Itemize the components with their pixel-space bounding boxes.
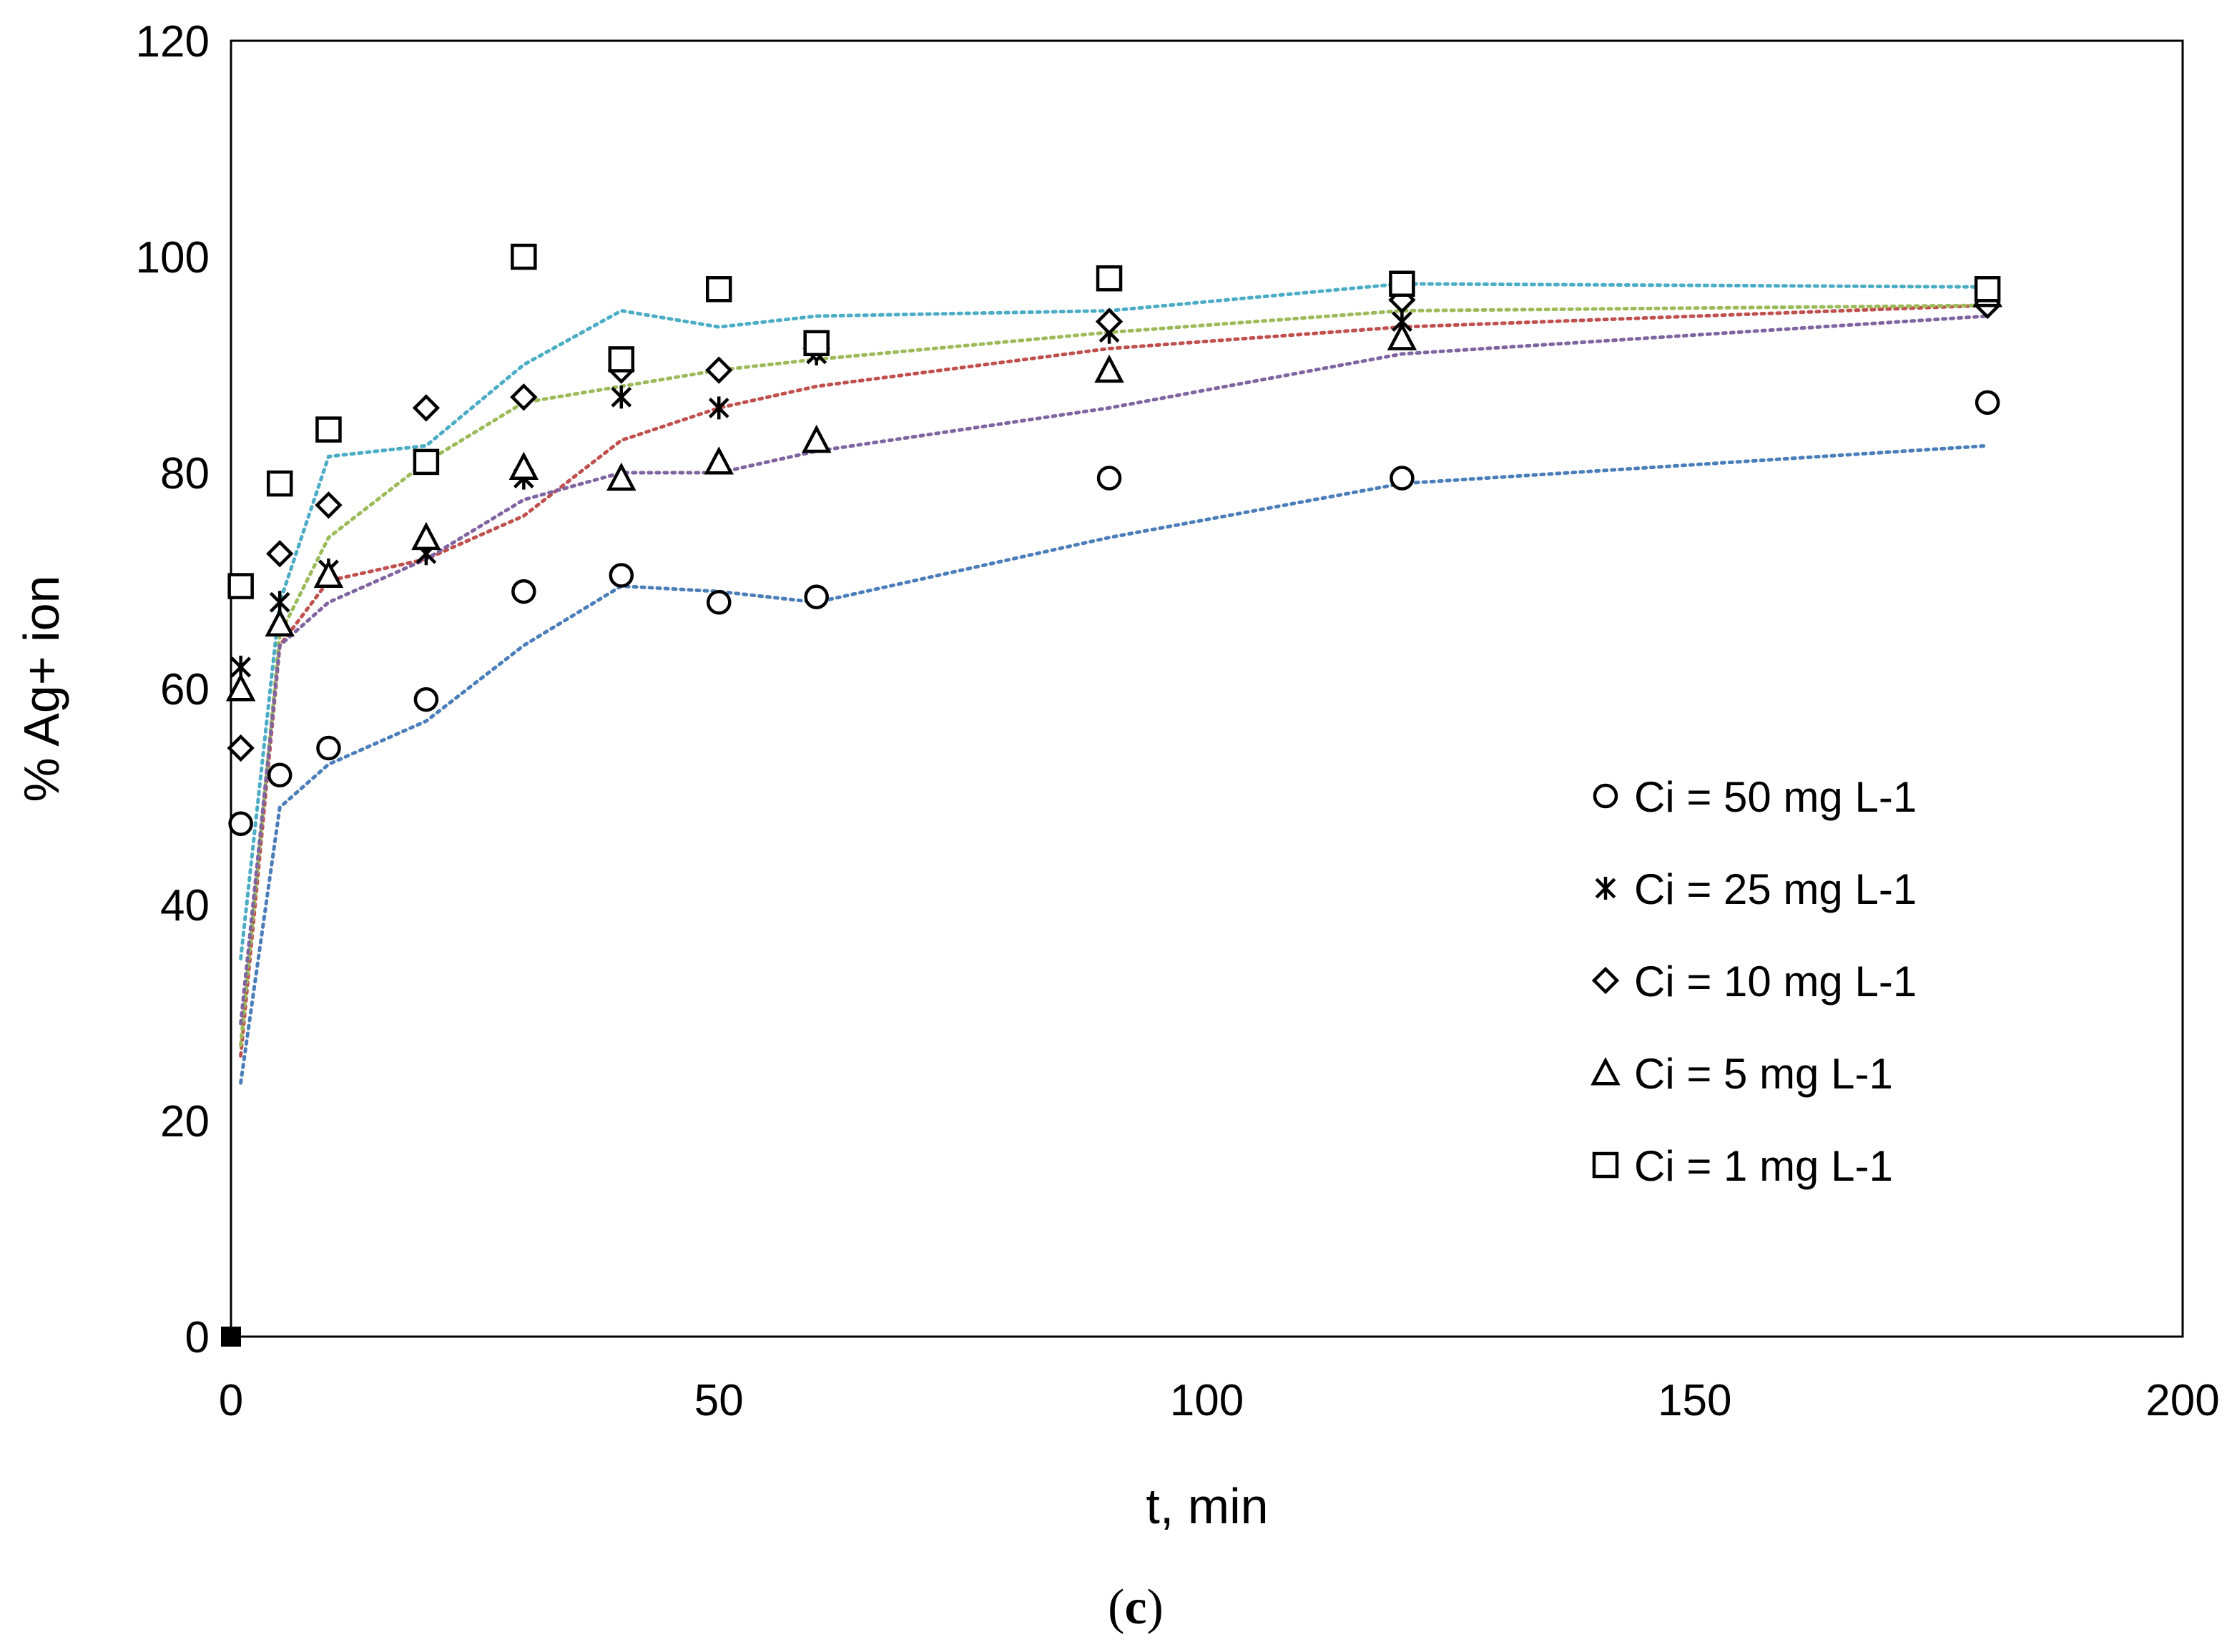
trendline-series-3 bbox=[239, 303, 1990, 1047]
data-point-square bbox=[511, 243, 537, 270]
legend-marker-square bbox=[1592, 1151, 1619, 1179]
x-tick-label: 50 bbox=[694, 1376, 744, 1425]
data-point-square bbox=[413, 448, 440, 476]
data-point-triangle bbox=[508, 451, 539, 480]
y-tick-label: 100 bbox=[136, 233, 210, 282]
data-point-circle bbox=[228, 811, 253, 836]
trendline-series-5 bbox=[239, 282, 1990, 960]
trendline-series-2 bbox=[239, 303, 1990, 1058]
data-point-triangle bbox=[801, 424, 832, 453]
data-markers bbox=[221, 243, 2002, 1347]
legend-label: Ci = 5 mg L-1 bbox=[1634, 1050, 1893, 1098]
data-point-triangle bbox=[265, 608, 295, 636]
asterisk-stroke bbox=[230, 657, 252, 678]
legend-label: Ci = 25 mg L-1 bbox=[1634, 865, 1917, 913]
data-point-diamond bbox=[510, 383, 538, 411]
data-point-triangle bbox=[606, 462, 636, 491]
data-point-circle bbox=[609, 563, 634, 588]
data-point-triangle bbox=[313, 559, 344, 588]
data-point-diamond bbox=[315, 491, 343, 519]
asterisk-stroke bbox=[1595, 877, 1616, 899]
asterisk-stroke bbox=[269, 591, 290, 613]
data-point-square bbox=[1389, 270, 1415, 297]
figure-caption: (c) bbox=[1108, 1580, 1164, 1635]
legend-label: Ci = 10 mg L-1 bbox=[1634, 958, 1917, 1006]
caption-letter: c bbox=[1124, 1580, 1146, 1635]
x-tick-label: 200 bbox=[2145, 1376, 2219, 1425]
data-point-square bbox=[1096, 265, 1123, 292]
legend: Ci = 50 mg L-1 Ci = 25 mg L-1 Ci = 10 mg L… bbox=[1591, 773, 1917, 1190]
trendline-series-4 bbox=[239, 314, 1990, 1026]
data-point-diamond bbox=[227, 734, 255, 762]
data-point-asterisk bbox=[611, 385, 632, 409]
asterisk-stroke bbox=[708, 398, 729, 418]
axis-ticks: 0 20 40 60 80 100 120 0 50 100 150 200 bbox=[136, 17, 2220, 1425]
data-point-triangle bbox=[1387, 322, 1417, 350]
data-point-square bbox=[1974, 276, 2001, 303]
data-point-circle bbox=[1975, 390, 2000, 416]
data-point-circle bbox=[267, 762, 292, 788]
legend-marker-triangle bbox=[1591, 1057, 1621, 1086]
data-point-circle bbox=[511, 579, 536, 604]
y-tick-label: 20 bbox=[160, 1097, 210, 1146]
data-point-circle bbox=[1390, 466, 1415, 491]
data-point-triangle bbox=[411, 521, 441, 551]
data-point-diamond bbox=[705, 356, 733, 384]
data-point-asterisk bbox=[708, 396, 729, 420]
y-tick-label: 40 bbox=[160, 881, 210, 930]
legend-label: Ci = 50 mg L-1 bbox=[1634, 773, 1917, 821]
legend-marker-circle bbox=[1593, 783, 1618, 809]
data-point-triangle bbox=[225, 673, 256, 702]
asterisk-stroke bbox=[611, 386, 632, 408]
data-point-circle bbox=[804, 584, 829, 609]
y-tick-label: 120 bbox=[136, 17, 210, 67]
data-point-square bbox=[803, 330, 830, 357]
x-axis-title: t, min bbox=[1146, 1478, 1268, 1534]
data-point-square bbox=[706, 276, 732, 303]
y-axis-title: % Ag+ ion bbox=[14, 575, 69, 802]
data-point-square bbox=[266, 470, 293, 497]
legend-label: Ci = 1 mg L-1 bbox=[1634, 1142, 1893, 1190]
data-point-square bbox=[608, 346, 635, 373]
data-point-circle bbox=[1096, 466, 1122, 491]
x-tick-label: 100 bbox=[1170, 1376, 1244, 1425]
data-point-diamond bbox=[1095, 308, 1124, 335]
data-point-diamond bbox=[266, 540, 294, 568]
data-point-triangle bbox=[1094, 354, 1124, 383]
legend-marker-diamond bbox=[1591, 966, 1620, 995]
data-point-circle bbox=[413, 687, 439, 712]
caption-close-paren: ) bbox=[1147, 1580, 1164, 1635]
plot-area bbox=[230, 39, 2184, 1338]
y-tick-label: 80 bbox=[160, 449, 210, 498]
data-point-circle bbox=[316, 735, 341, 761]
legend-marker-asterisk bbox=[1595, 877, 1616, 900]
data-point-circle bbox=[707, 589, 732, 615]
data-point-square bbox=[315, 416, 342, 443]
y-tick-label: 60 bbox=[160, 665, 210, 714]
asterisk-stroke bbox=[1392, 311, 1412, 332]
x-tick-label: 150 bbox=[1658, 1376, 1731, 1425]
data-point-diamond bbox=[412, 394, 441, 422]
data-point-triangle bbox=[704, 446, 734, 475]
x-tick-label: 0 bbox=[219, 1376, 243, 1425]
data-point-square bbox=[227, 573, 254, 599]
y-tick-label: 0 bbox=[185, 1313, 210, 1362]
caption-open-paren: ( bbox=[1108, 1580, 1124, 1635]
origin-point bbox=[221, 1327, 241, 1347]
